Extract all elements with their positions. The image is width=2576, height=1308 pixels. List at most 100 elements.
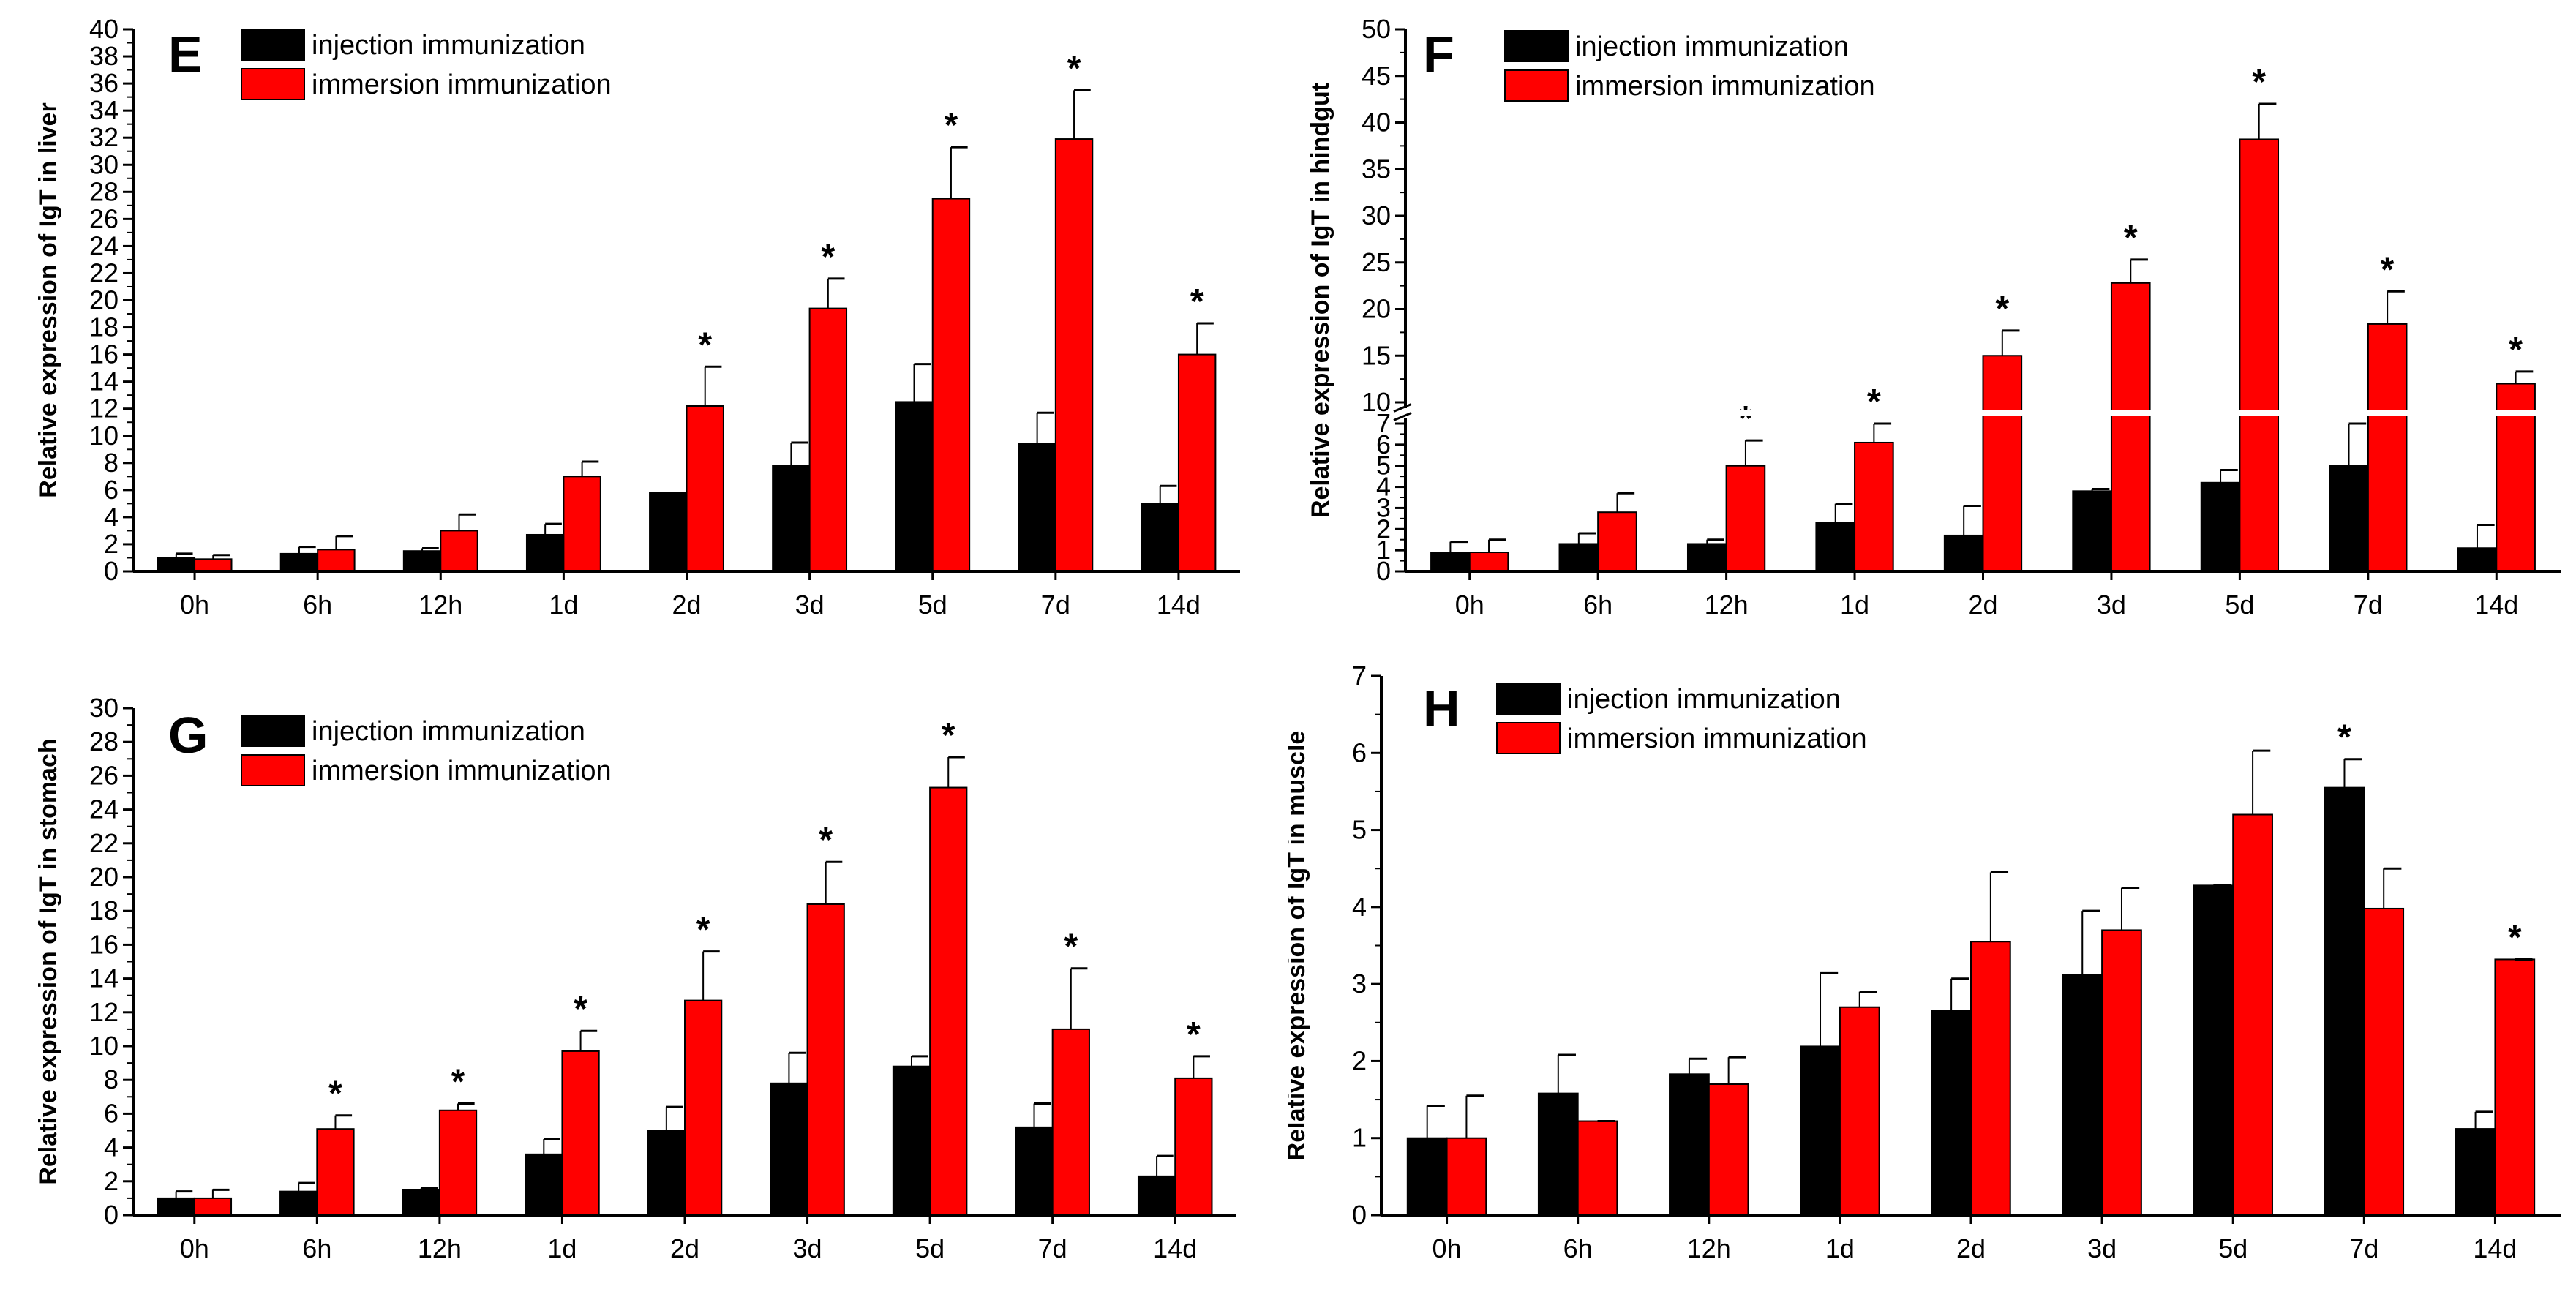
y-tick-label: 16: [89, 929, 119, 959]
bar-injection-14d: [1141, 503, 1179, 572]
y-tick-label: 7: [1376, 408, 1391, 438]
significance-star: *: [328, 1075, 342, 1113]
bar-immersion-0h: [1446, 1137, 1487, 1217]
bar-injection-14d: [1137, 1175, 1176, 1216]
y-tick-label: 2: [1376, 514, 1391, 544]
significance-star: *: [2508, 918, 2522, 957]
bar-injection-5d: [892, 1065, 931, 1216]
bar-injection-0h: [1406, 1137, 1448, 1217]
bar-injection-14d: [2455, 1128, 2496, 1217]
y-tick-label: 34: [89, 95, 119, 125]
bar-injection-12h: [402, 1189, 440, 1216]
x-tick-label: 5d: [2225, 590, 2254, 620]
x-tick-label: 6h: [303, 590, 332, 620]
significance-star: *: [2337, 718, 2351, 757]
bar-injection-1d: [525, 533, 565, 572]
x-tick-label: 3d: [795, 590, 825, 620]
legend-swatch-injection: [241, 29, 305, 61]
bar-immersion-7d: [1054, 138, 1094, 573]
bar-injection-2d: [649, 492, 688, 572]
x-tick-label: 1d: [549, 590, 578, 620]
y-tick-label: 8: [104, 1064, 119, 1094]
bar-injection-12h: [1686, 543, 1727, 573]
y-tick-label: 16: [89, 339, 119, 369]
bar-immersion-7d: [2367, 323, 2408, 572]
significance-star: *: [942, 716, 955, 755]
axis-break-mark: [1393, 412, 1412, 421]
x-tick-label: 2d: [672, 590, 701, 620]
bar-injection-6h: [279, 552, 319, 572]
x-tick-label: 1d: [1825, 1233, 1855, 1263]
x-tick-label: 12h: [1687, 1233, 1731, 1263]
bar-injection-3d: [2072, 490, 2112, 572]
y-tick-label: 5: [1352, 815, 1367, 845]
x-tick-label: 12h: [418, 1233, 462, 1263]
bar-injection-12h: [402, 550, 442, 573]
bar-immersion-3d: [2101, 929, 2142, 1216]
x-tick-label: 0h: [1432, 1233, 1462, 1263]
x-tick-label: 6h: [1583, 590, 1612, 620]
legend-label-injection: injection immunization: [1567, 684, 1841, 715]
x-tick-label: 6h: [302, 1233, 331, 1263]
y-tick-label: 6: [1352, 737, 1367, 767]
x-tick-label: 7d: [2354, 590, 2383, 620]
legend-label-immersion: immersion immunization: [312, 69, 612, 100]
bar-immersion-12h: [438, 1109, 478, 1217]
bar-immersion-6h: [317, 549, 356, 572]
y-tick-label: 25: [1362, 247, 1391, 277]
y-axis-title: Relative expression of IgT in liver: [34, 102, 62, 497]
bar-injection-3d: [772, 465, 811, 572]
bar-immersion-5d: [2232, 813, 2273, 1216]
y-tick-label: 2: [104, 1166, 119, 1196]
bar-immersion-14d: [1177, 353, 1217, 572]
y-tick-label: 45: [1362, 61, 1391, 91]
y-tick-label: 4: [104, 1132, 119, 1162]
bar-immersion-2d: [686, 405, 724, 572]
bar-immersion-3d: [806, 903, 845, 1216]
y-tick-label: 24: [89, 230, 119, 260]
legend-swatch-injection: [241, 715, 305, 747]
y-tick-label: 6: [1376, 429, 1391, 459]
y-tick-label: 20: [89, 862, 119, 892]
x-tick-label: 7d: [1038, 1233, 1067, 1263]
y-tick-label: 30: [89, 693, 119, 723]
y-tick-label: 14: [89, 963, 119, 993]
y-tick-label: 24: [89, 794, 119, 824]
x-tick-label: 6h: [1563, 1233, 1593, 1263]
y-tick-label: 7: [1352, 661, 1367, 691]
x-tick-label: 7d: [2349, 1233, 2378, 1263]
legend-swatch-immersion: [241, 754, 305, 786]
y-tick-label: 32: [89, 122, 119, 152]
bar-injection-6h: [279, 1190, 318, 1216]
y-tick-label: 28: [89, 176, 119, 206]
significance-star: *: [574, 990, 587, 1029]
x-tick-label: 2d: [670, 1233, 699, 1263]
x-tick-label: 14d: [2474, 590, 2518, 620]
y-tick-label: 4: [104, 502, 119, 532]
bar-immersion-12h: [1725, 465, 1766, 573]
y-tick-label: 10: [1362, 387, 1391, 417]
y-tick-label: 22: [89, 258, 119, 287]
bar-injection-0h: [157, 557, 196, 572]
significance-star: *: [1739, 399, 1753, 438]
y-tick-label: 40: [1362, 108, 1391, 138]
legend-swatch-immersion: [241, 68, 305, 100]
y-tick-label: 50: [1362, 14, 1391, 44]
significance-star: *: [819, 821, 833, 860]
x-tick-label: 7d: [1041, 590, 1070, 620]
bar-immersion-6h: [316, 1128, 355, 1216]
bar-immersion-3d: [808, 307, 848, 572]
legend-label-injection: injection immunization: [312, 30, 585, 61]
bar-injection-2d: [1943, 534, 1984, 573]
y-tick-label: 3: [1352, 969, 1367, 999]
bar-injection-7d: [1015, 1126, 1054, 1217]
x-tick-label: 12h: [418, 590, 462, 620]
legend-label-injection: injection immunization: [312, 716, 585, 747]
significance-star: *: [2381, 250, 2395, 289]
y-tick-label: 36: [89, 68, 119, 98]
bar-injection-5d: [2193, 884, 2234, 1216]
x-tick-label: 12h: [1705, 590, 1749, 620]
y-tick-label: 15: [1362, 340, 1391, 370]
significance-star: *: [2252, 63, 2266, 102]
